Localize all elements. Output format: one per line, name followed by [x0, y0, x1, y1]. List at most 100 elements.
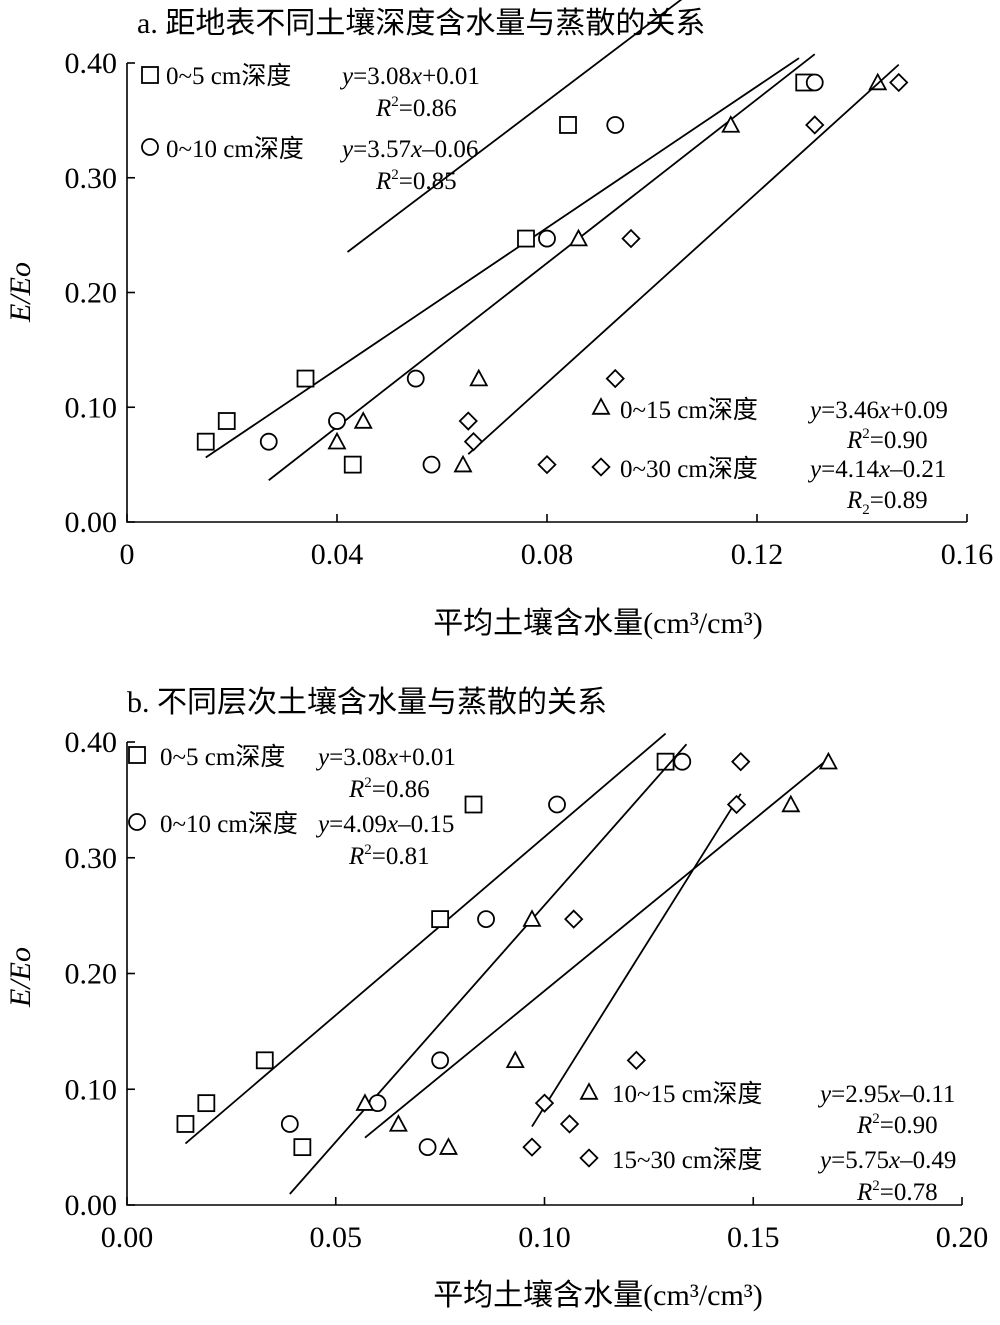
legend-label-b-1: 0~10 cm深度 — [160, 810, 298, 838]
series-a-1 — [259, 53, 824, 481]
x-tick-label-a-0: 0 — [120, 538, 135, 571]
legend-r2-b-3: R2=0.78 — [856, 1178, 938, 1206]
data-point-b-3-6 — [731, 752, 751, 772]
legend-label-a-2: 0~15 cm深度 — [620, 396, 758, 424]
legend-equation-a-0: y=3.08x+0.01 — [339, 63, 480, 90]
data-point-a-0-4 — [517, 229, 535, 248]
legend-marker-b-3 — [579, 1148, 599, 1168]
x-tick-label-b-0: 0.00 — [101, 1221, 154, 1254]
legend-label-a-1: 0~10 cm深度 — [166, 135, 304, 163]
fit-line-b-3 — [531, 793, 742, 1128]
legend-r2-a-0: R2=0.86 — [375, 94, 457, 122]
legend-equation-b-0: y=3.08x+0.01 — [315, 744, 456, 771]
data-point-b-3-2 — [559, 1114, 580, 1134]
data-point-a-2-4 — [568, 228, 589, 247]
fit-line-a-3 — [467, 63, 900, 455]
data-point-b-0-3 — [293, 1138, 312, 1157]
fit-line-a-2 — [346, 0, 683, 253]
legend-label-b-2: 10~15 cm深度 — [612, 1080, 762, 1108]
x-tick-label-a-2: 0.08 — [521, 538, 574, 571]
data-point-b-1-0 — [280, 1115, 299, 1133]
series-a-2 — [327, 0, 888, 473]
legend-marker-b-1 — [128, 813, 146, 831]
series-b-1 — [280, 743, 692, 1195]
x-tick-label-b-1: 0.05 — [310, 1221, 363, 1254]
y-tick-label-b-0: 0.00 — [65, 1189, 118, 1222]
legend-r2-b-1: R2=0.81 — [348, 842, 430, 870]
x-axis-label-a: 平均土壤含水量(cm³/cm³) — [433, 607, 763, 640]
fit-line-b-0 — [184, 732, 667, 1145]
chart-title-b: b. 不同层次土壤含水量与蒸散的关系 — [127, 686, 607, 719]
legend-marker-b-0 — [128, 746, 146, 764]
data-point-a-0-5 — [559, 116, 577, 134]
fit-line-a-0 — [205, 57, 800, 459]
data-point-a-3-5 — [805, 115, 825, 135]
data-point-a-0-1 — [217, 412, 236, 430]
x-tick-label-b-3: 0.15 — [727, 1221, 780, 1254]
y-tick-label-b-1: 0.10 — [65, 1073, 118, 1106]
legend-marker-a-1 — [141, 138, 159, 156]
data-point-a-1-4 — [538, 229, 556, 248]
x-tick-label-a-3: 0.12 — [731, 538, 784, 571]
fit-line-b-2 — [364, 757, 829, 1139]
data-point-b-0-2 — [255, 1051, 274, 1070]
legend-r2-a-3: R2=0.89 — [846, 487, 928, 518]
x-tick-label-b-4: 0.20 — [936, 1221, 989, 1254]
data-point-a-2-0 — [327, 431, 347, 450]
legend-r2-a-2: R2=0.90 — [846, 426, 928, 454]
series-b-3 — [522, 752, 751, 1157]
data-point-b-2-5 — [781, 794, 801, 813]
legend-marker-a-2 — [591, 397, 611, 415]
y-axis-label-b: E/Eo — [4, 947, 37, 1008]
data-point-b-3-1 — [534, 1093, 555, 1113]
data-point-b-3-0 — [522, 1137, 542, 1157]
chart-title-a: a. 距地表不同土壤深度含水量与蒸散的关系 — [137, 7, 705, 40]
data-point-b-0-1 — [197, 1094, 216, 1113]
data-point-a-1-6 — [805, 73, 824, 92]
data-point-b-1-4 — [477, 910, 495, 928]
legend-equation-a-1: y=3.57x–0.06 — [339, 136, 478, 163]
data-point-a-1-5 — [606, 116, 625, 134]
data-point-b-0-5 — [464, 795, 483, 814]
fit-line-b-1 — [289, 743, 688, 1195]
legend-marker-a-3 — [591, 457, 611, 477]
data-point-a-3-2 — [537, 454, 557, 475]
data-point-b-2-0 — [355, 1093, 375, 1111]
chart-panel-b: b. 不同层次土壤含水量与蒸散的关系 0.00 0.10 0.20 0.30 0.40 0.… — [4, 686, 988, 1312]
data-point-b-1-2 — [418, 1138, 437, 1157]
data-point-a-1-2 — [406, 369, 425, 388]
y-tick-label-b-2: 0.20 — [65, 958, 118, 991]
series-a-3 — [458, 63, 909, 475]
data-point-a-2-6 — [868, 72, 888, 91]
data-point-a-1-3 — [422, 455, 441, 474]
data-point-a-0-3 — [343, 455, 362, 474]
data-point-a-0-0 — [196, 432, 215, 451]
data-point-b-0-0 — [176, 1115, 195, 1133]
x-tick-label-a-4: 0.16 — [941, 538, 994, 571]
x-tick-label-b-2: 0.10 — [518, 1221, 571, 1254]
data-point-b-3-3 — [564, 909, 584, 929]
legend-label-b-0: 0~5 cm深度 — [160, 743, 285, 771]
y-tick-label-a-3: 0.30 — [65, 162, 118, 195]
data-point-a-0-2 — [296, 369, 315, 388]
chart-panel-a: a. 距地表不同土壤深度含水量与蒸散的关系 0.00 0.10 0.20 0.30 0.4… — [4, 0, 993, 640]
data-point-b-2-1 — [388, 1114, 408, 1132]
data-point-a-3-4 — [621, 228, 641, 249]
data-point-a-2-2 — [453, 454, 473, 473]
data-point-a-1-0 — [259, 432, 278, 451]
series-b-2 — [355, 751, 838, 1155]
legend-r2-a-1: R2=0.85 — [375, 167, 457, 195]
data-point-b-2-4 — [522, 909, 542, 927]
legend-equation-b-1: y=4.09x–0.15 — [315, 811, 454, 838]
x-axis-label-b: 平均土壤含水量(cm³/cm³) — [433, 1279, 763, 1312]
x-tick-label-a-1: 0.04 — [311, 538, 364, 571]
data-point-a-3-1 — [463, 432, 484, 452]
data-point-b-2-2 — [438, 1137, 458, 1155]
legend-label-a-0: 0~5 cm深度 — [166, 62, 291, 90]
data-point-a-3-6 — [889, 72, 909, 93]
data-point-a-1-1 — [328, 412, 346, 430]
data-point-a-3-0 — [458, 411, 478, 431]
y-tick-label-b-3: 0.30 — [65, 842, 118, 875]
y-tick-label-a-4: 0.40 — [65, 47, 118, 80]
